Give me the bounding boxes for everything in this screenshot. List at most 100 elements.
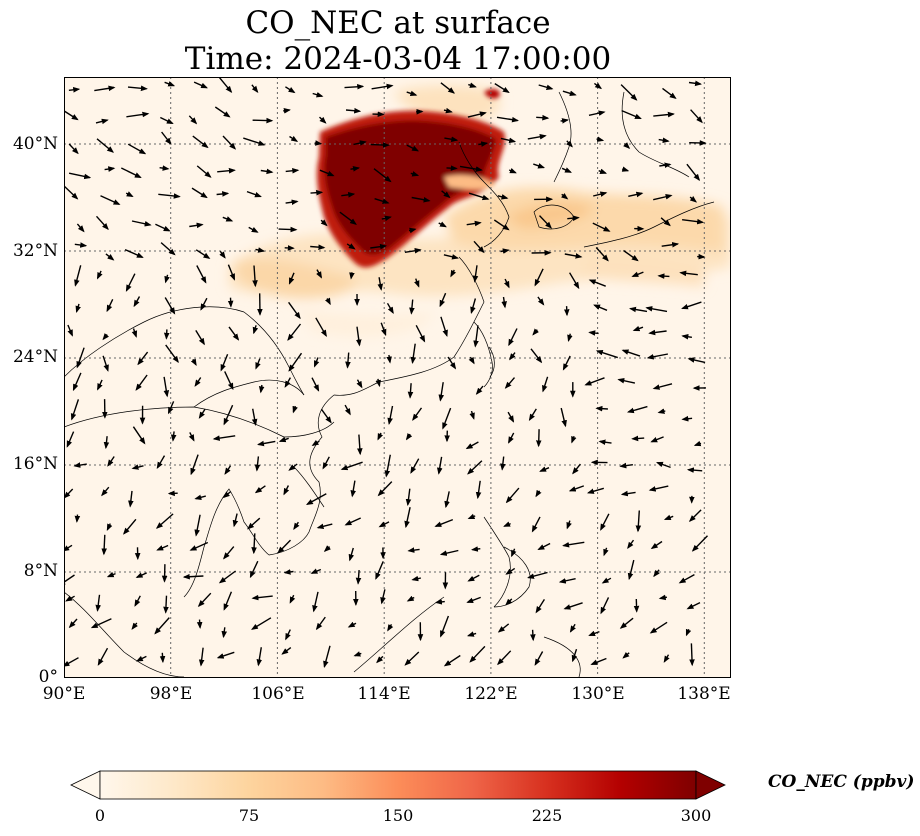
- wind-arrow: [566, 520, 572, 530]
- wind-arrow: [538, 84, 554, 90]
- wind-arrow: [100, 195, 121, 205]
- wind-arrow: [571, 648, 578, 663]
- y-tick-label: 24°N: [12, 347, 58, 367]
- wind-arrow: [198, 647, 205, 667]
- wind-arrow: [628, 191, 644, 198]
- wind-arrow: [156, 544, 169, 551]
- wind-arrow: [94, 85, 116, 92]
- concentration-map: [64, 77, 731, 678]
- wind-arrow: [598, 439, 612, 445]
- wind-arrow: [662, 87, 677, 100]
- wind-arrow: [194, 514, 201, 537]
- wind-arrow: [315, 616, 326, 631]
- wind-arrow: [631, 435, 645, 442]
- wind-arrow: [375, 378, 381, 388]
- wind-arrow: [347, 621, 357, 628]
- wind-arrow: [505, 598, 513, 606]
- wind-arrow: [74, 242, 88, 248]
- wind-arrow: [691, 535, 708, 552]
- wind-arrow: [357, 434, 363, 456]
- x-tick-label: 138°E: [677, 684, 731, 704]
- wind-arrow: [288, 463, 298, 471]
- wind-arrow: [593, 191, 608, 197]
- wind-arrow: [600, 513, 610, 531]
- wind-arrow: [446, 165, 458, 171]
- wind-arrow: [470, 298, 477, 314]
- wind-arrow: [496, 116, 519, 123]
- wind-arrow: [601, 577, 612, 584]
- wind-arrow: [285, 199, 299, 206]
- wind-arrow: [159, 652, 166, 664]
- wind-arrow: [289, 594, 296, 604]
- wind-arrow: [257, 440, 276, 447]
- wind-arrow: [542, 376, 549, 393]
- wind-arrow: [160, 242, 176, 256]
- wind-arrow: [622, 651, 630, 659]
- wind-arrow: [288, 272, 295, 285]
- colorbar-gradient: [99, 770, 697, 800]
- wind-arrow: [465, 441, 479, 450]
- wind-arrow: [478, 141, 489, 147]
- wind-arrow: [386, 302, 394, 315]
- wind-arrow: [528, 408, 537, 421]
- wind-arrow: [567, 215, 580, 221]
- wind-arrow: [657, 408, 666, 414]
- wind-arrow: [377, 277, 384, 291]
- wind-arrow: [198, 409, 206, 419]
- wind-arrow: [500, 456, 506, 471]
- wind-arrow: [370, 142, 390, 148]
- wind-arrow: [320, 408, 332, 424]
- wind-arrow: [200, 297, 208, 311]
- wind-arrow: [355, 570, 362, 585]
- wind-arrow: [356, 379, 363, 389]
- wind-arrow: [500, 137, 517, 144]
- wind-arrow: [255, 247, 266, 253]
- wind-arrow: [635, 510, 642, 533]
- wind-arrow: [283, 569, 294, 575]
- wind-arrow: [193, 81, 208, 89]
- wind-arrow: [353, 651, 362, 657]
- wind-arrow: [387, 405, 394, 425]
- wind-arrow: [220, 354, 229, 372]
- wind-arrow: [560, 118, 569, 124]
- wind-arrow: [196, 265, 207, 284]
- wind-arrow: [131, 622, 138, 630]
- wind-arrow: [155, 513, 174, 529]
- wind-arrow: [188, 115, 198, 125]
- wind-arrow: [188, 432, 195, 442]
- wind-arrow: [64, 574, 75, 586]
- wind-arrow: [411, 196, 431, 203]
- co-high-concentration-plume: [316, 89, 506, 268]
- wind-arrow: [507, 411, 515, 423]
- wind-arrow: [466, 596, 481, 603]
- wind-arrow: [627, 559, 635, 581]
- wind-arrow: [533, 163, 546, 169]
- wind-arrow: [648, 485, 669, 492]
- wind-arrow: [164, 81, 176, 87]
- wind-arrow: [68, 618, 78, 629]
- wind-arrow: [595, 405, 608, 412]
- wind-arrow: [505, 567, 516, 575]
- wind-arrow: [353, 140, 367, 146]
- wind-arrow: [508, 432, 515, 444]
- wind-arrow: [380, 322, 387, 337]
- map-border: [64, 77, 731, 678]
- wind-arrow: [161, 131, 172, 145]
- wind-arrow: [412, 407, 423, 421]
- wind-arrow: [626, 405, 648, 414]
- wind-arrow: [439, 292, 447, 308]
- wind-arrow: [410, 343, 417, 364]
- wind-arrow: [277, 539, 292, 554]
- wind-arrow: [648, 329, 667, 336]
- wind-arrow: [251, 594, 273, 601]
- wind-arrow: [325, 297, 331, 306]
- wind-arrow: [310, 244, 326, 250]
- wind-arrow: [288, 301, 301, 320]
- wind-arrow: [190, 454, 199, 476]
- wind-arrow: [468, 82, 477, 88]
- wind-arrow: [373, 168, 392, 183]
- wind-arrow: [348, 547, 355, 562]
- wind-arrow: [96, 270, 103, 280]
- wind-arrow: [563, 602, 583, 610]
- wind-arrow: [686, 601, 701, 610]
